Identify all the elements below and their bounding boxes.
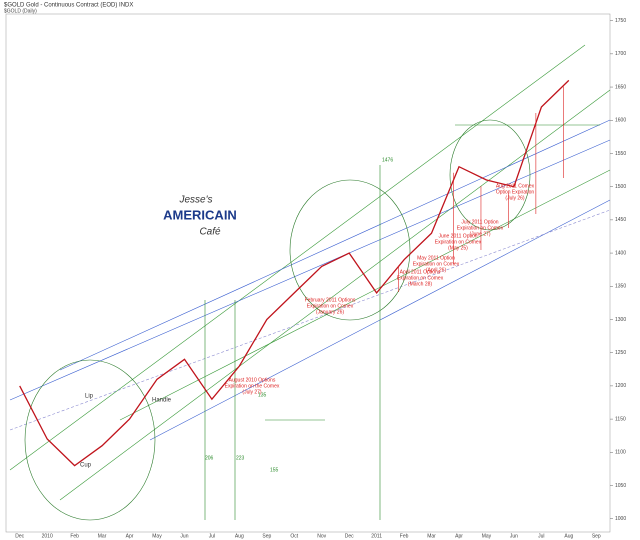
y-tick-label: 1600 bbox=[615, 118, 626, 124]
pattern-label: Lip bbox=[85, 394, 94, 400]
price-line bbox=[19, 79, 570, 467]
range-label: 206 bbox=[205, 455, 214, 461]
annotation: (July 26) bbox=[505, 195, 525, 201]
y-tick-label: 1550 bbox=[615, 151, 626, 157]
annotation: April 2011 Options bbox=[400, 269, 441, 275]
annotation: (April 26) bbox=[426, 267, 447, 273]
chart-subtitle: $GOLD (Daily) bbox=[4, 8, 37, 14]
x-tick-label: Dec bbox=[345, 533, 354, 539]
annotation: July 2011 Option bbox=[461, 219, 498, 225]
x-tick-label: Dec bbox=[15, 533, 24, 539]
x-tick-label: 2010 bbox=[42, 533, 53, 539]
x-tick-label: May bbox=[482, 533, 492, 539]
annotation: (June 27) bbox=[469, 231, 490, 237]
x-tick-label: Oct bbox=[290, 533, 298, 539]
x-tick-label: Aug bbox=[235, 533, 244, 539]
logo-text: AMERICAIN bbox=[163, 207, 237, 222]
range-label: 223 bbox=[236, 455, 245, 461]
y-tick-label: 1750 bbox=[615, 18, 626, 24]
trendlines bbox=[9, 44, 611, 521]
annotation: (March 28) bbox=[408, 281, 433, 287]
y-tick-label: 1400 bbox=[615, 250, 626, 256]
logo-text: Jesse's bbox=[178, 195, 212, 206]
annotation: (July 27) bbox=[242, 389, 262, 395]
y-tick-label: 1200 bbox=[615, 383, 626, 389]
annotation: August 2010 Options bbox=[229, 377, 276, 383]
annotation: Aug 2011 Comex bbox=[496, 183, 535, 189]
plot-frame bbox=[5, 13, 611, 533]
y-tick-label: 1500 bbox=[615, 184, 626, 190]
annotation: February 2011 Options bbox=[305, 297, 356, 303]
annotation: June 2011 Option bbox=[438, 233, 477, 239]
logo-text: Café bbox=[199, 227, 221, 238]
x-tick-label: Feb bbox=[70, 533, 79, 539]
y-tick-label: 1250 bbox=[615, 350, 626, 356]
annotation: (January 26) bbox=[316, 309, 344, 315]
y-tick-label: 1100 bbox=[615, 450, 626, 456]
annotation: (May 25) bbox=[448, 245, 468, 251]
x-tick-label: Jul bbox=[538, 533, 544, 539]
annotation: Expiration on Comex bbox=[307, 303, 354, 309]
y-tick-label: 1450 bbox=[615, 217, 626, 223]
x-tick-label: Mar bbox=[98, 533, 107, 539]
x-tick-label: Aug bbox=[564, 533, 573, 539]
x-tick-label: Nov bbox=[317, 533, 326, 539]
x-tick-label: Apr bbox=[455, 533, 463, 539]
y-tick-label: 1300 bbox=[615, 317, 626, 323]
x-tick-label: Sep bbox=[262, 533, 271, 539]
x-tick-label: Mar bbox=[427, 533, 436, 539]
x-tick-label: Sep bbox=[592, 533, 601, 539]
chart-title: $GOLD Gold - Continuous Contract (EOD) I… bbox=[4, 3, 133, 9]
range-label: 1476 bbox=[382, 157, 393, 163]
pattern-label: Cup bbox=[80, 463, 92, 469]
pattern-label: Handle bbox=[152, 398, 172, 404]
annotation: Expiration on Comex bbox=[457, 225, 504, 231]
y-tick-label: 1000 bbox=[615, 516, 626, 522]
range-label: 155 bbox=[270, 467, 279, 473]
annotation: Expiration on Comex bbox=[397, 275, 444, 281]
y-tick-label: 1050 bbox=[615, 483, 626, 489]
annotation: Expiration on Comex bbox=[435, 239, 482, 245]
y-tick-label: 1650 bbox=[615, 84, 626, 90]
annotation: Expiration on the Comex bbox=[225, 383, 280, 389]
x-tick-label: May bbox=[152, 533, 162, 539]
x-tick-label: 2011 bbox=[371, 533, 382, 539]
y-tick-label: 1350 bbox=[615, 284, 626, 290]
x-tick-label: Jun bbox=[510, 533, 518, 539]
annotation: May 2011 Option bbox=[417, 255, 455, 261]
x-tick-label: Jun bbox=[180, 533, 188, 539]
annotation: Option Expiration bbox=[496, 189, 535, 195]
y-tick-label: 1150 bbox=[615, 416, 626, 422]
x-tick-label: Apr bbox=[126, 533, 134, 539]
y-tick-label: 1700 bbox=[615, 51, 626, 57]
annotation: Expiration on Comex bbox=[413, 261, 460, 267]
range-label: 135 bbox=[258, 392, 267, 398]
x-tick-label: Feb bbox=[400, 533, 409, 539]
x-tick-label: Jul bbox=[209, 533, 215, 539]
